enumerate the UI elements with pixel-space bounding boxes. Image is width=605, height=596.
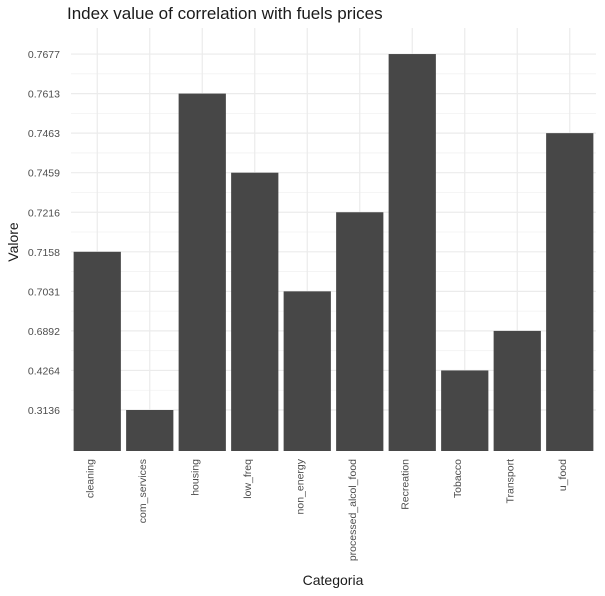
bar-Recreation (388, 54, 436, 452)
y-tick-label: 0.4264 (28, 365, 60, 377)
x-tick-label: processed_alcol_food (347, 459, 359, 561)
y-tick-label: 0.7463 (28, 128, 60, 140)
y-tick-label: 0.7677 (28, 49, 60, 61)
x-tick-label: com_services (137, 459, 149, 523)
bar-com_services (126, 410, 174, 451)
bar-u_food (546, 133, 594, 451)
chart-title: Index value of correlation with fuels pr… (67, 4, 383, 23)
x-tick-label: Tobacco (452, 459, 464, 498)
x-tick-label: non_energy (294, 458, 306, 514)
y-tick-label: 0.7216 (28, 207, 60, 219)
x-axis-label: Categoria (302, 572, 364, 588)
x-tick-label: u_food (557, 459, 569, 491)
bar-housing (178, 93, 226, 451)
bar-processed_alcol_food (336, 212, 384, 451)
bar-low_freq (231, 172, 279, 451)
x-tick-label: Recreation (399, 459, 411, 510)
bar-Tobacco (441, 370, 489, 451)
x-tick-label: low_freq (242, 459, 254, 499)
x-tick-label: Transport (504, 459, 516, 504)
y-tick-label: 0.3136 (28, 405, 60, 417)
y-tick-label: 0.6892 (28, 326, 60, 338)
y-tick-label: 0.7031 (28, 286, 60, 298)
x-tick-label: housing (189, 459, 201, 496)
bar-non_energy (283, 291, 331, 451)
x-tick-label: cleaning (84, 459, 96, 498)
y-tick-label: 0.7459 (28, 168, 60, 180)
y-tick-label: 0.7613 (28, 89, 60, 101)
y-tick-label: 0.7158 (28, 247, 60, 259)
bar-cleaning (73, 251, 121, 451)
bar-Transport (493, 330, 541, 451)
